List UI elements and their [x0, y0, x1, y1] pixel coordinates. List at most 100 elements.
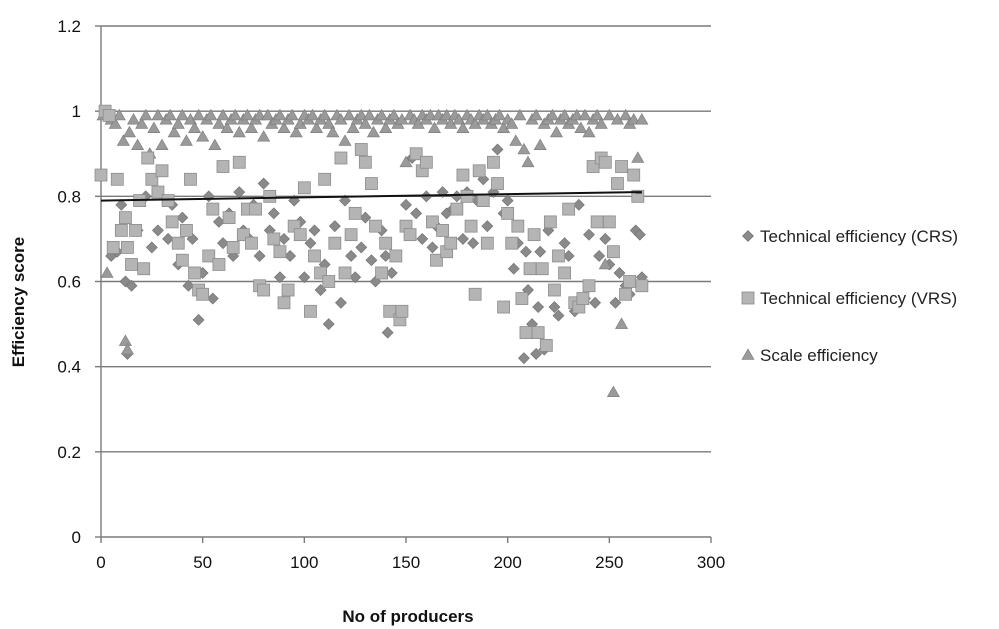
data-point	[339, 194, 351, 207]
data-point	[493, 108, 507, 121]
data-point	[552, 249, 565, 263]
data-point	[491, 143, 504, 156]
data-point	[318, 172, 332, 186]
data-point	[472, 164, 486, 178]
data-point	[155, 164, 169, 178]
data-point	[278, 232, 290, 245]
data-point	[381, 326, 394, 339]
data-point	[419, 155, 433, 169]
data-point	[444, 236, 458, 250]
data-point	[274, 271, 286, 284]
data-point	[362, 108, 376, 121]
data-point	[293, 228, 307, 242]
data-point	[202, 249, 216, 263]
data-point	[110, 172, 124, 186]
data-point	[358, 155, 372, 169]
data-point	[511, 219, 525, 233]
data-point	[106, 241, 120, 254]
data-point	[322, 318, 335, 331]
data-point	[535, 262, 549, 276]
data-point	[440, 108, 454, 121]
y-tick-label: 0.4	[57, 358, 81, 377]
data-point	[289, 125, 303, 138]
legend-label: Technical efficiency (VRS)	[760, 289, 957, 308]
data-point	[375, 266, 389, 280]
data-point	[379, 250, 392, 262]
data-point	[606, 385, 620, 398]
data-point	[613, 267, 626, 279]
data-point	[129, 223, 142, 237]
data-point	[460, 189, 474, 203]
legend-item: Scale efficiency	[741, 346, 878, 365]
data-point	[304, 304, 317, 318]
data-point	[623, 275, 637, 288]
data-point	[627, 113, 641, 125]
data-point	[619, 287, 632, 301]
data-point	[257, 130, 271, 142]
data-point	[619, 108, 633, 121]
legend: Technical efficiency (CRS) Technical effi…	[741, 227, 958, 365]
data-point	[354, 108, 368, 121]
data-point	[582, 125, 596, 138]
data-point	[249, 202, 262, 216]
data-point	[464, 219, 478, 233]
data-point	[527, 228, 541, 242]
data-point	[141, 151, 155, 165]
data-point	[308, 224, 321, 237]
data-point	[375, 108, 389, 121]
data-point	[196, 287, 210, 301]
data-point	[125, 258, 138, 271]
data-point	[572, 198, 585, 211]
data-point	[285, 108, 299, 121]
legend-item: Technical efficiency (VRS)	[741, 289, 957, 308]
legend-item: Technical efficiency (CRS)	[742, 227, 958, 246]
data-point	[131, 138, 145, 151]
data-point	[297, 181, 311, 195]
data-point	[204, 108, 218, 121]
data-point	[491, 177, 504, 190]
data-point	[171, 236, 185, 250]
data-point	[208, 138, 222, 151]
legend-marker	[741, 291, 755, 305]
data-point	[599, 232, 612, 245]
data-point	[240, 108, 254, 121]
data-point	[349, 271, 362, 284]
data-point	[515, 292, 529, 305]
data-point	[609, 296, 622, 309]
data-point	[611, 177, 624, 190]
data-point	[155, 138, 169, 151]
data-point	[615, 317, 629, 329]
data-point	[135, 117, 149, 129]
data-point	[305, 108, 319, 121]
y-tick-label: 0	[72, 528, 81, 547]
data-point	[615, 160, 628, 173]
data-point	[253, 108, 267, 121]
data-point	[430, 253, 443, 267]
data-point	[593, 250, 606, 262]
data-point	[379, 236, 393, 250]
data-point	[487, 155, 500, 169]
data-point	[348, 206, 362, 220]
series-triangle	[96, 108, 649, 398]
data-point	[582, 279, 596, 293]
data-point	[228, 108, 242, 121]
data-point	[125, 279, 138, 292]
data-point	[145, 172, 159, 186]
data-point	[501, 206, 515, 220]
data-point	[310, 121, 324, 133]
legend-label: Scale efficiency	[760, 346, 878, 365]
data-point	[175, 253, 189, 267]
data-point	[574, 121, 588, 133]
y-tick-label: 1	[72, 102, 81, 121]
data-point	[533, 138, 547, 151]
data-point	[188, 266, 201, 280]
data-point	[548, 283, 561, 297]
data-point	[594, 117, 608, 129]
data-point	[416, 232, 429, 245]
data-point	[501, 194, 514, 207]
data-point	[558, 237, 571, 250]
gridlines	[101, 25, 711, 453]
data-point	[212, 258, 226, 271]
data-point	[179, 223, 193, 237]
